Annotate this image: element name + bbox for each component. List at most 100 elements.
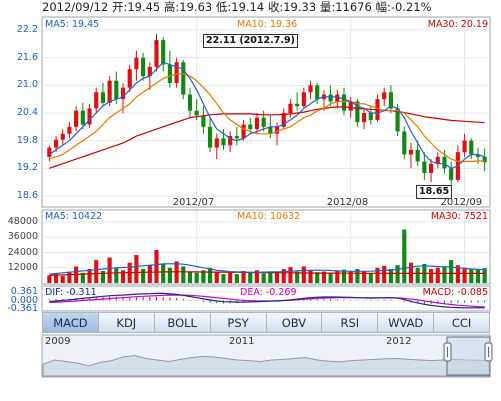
macd-y-tick: -0.361 xyxy=(7,303,38,314)
volume-bar xyxy=(475,269,481,283)
macd-value-label: MACD: -0.085 xyxy=(422,287,488,298)
quote-date: 2012/09/12 xyxy=(42,0,109,14)
volume-bar xyxy=(134,255,139,283)
high-value: 19.63 xyxy=(179,0,213,14)
volume-bar xyxy=(107,257,112,283)
price-y-tick: 18.6 xyxy=(16,190,38,201)
candle-body xyxy=(355,101,360,123)
candle-body xyxy=(268,126,273,134)
volume-bar xyxy=(335,270,340,283)
open-value: 19.45 xyxy=(127,0,161,14)
volume-bar xyxy=(187,271,193,283)
volume-bar xyxy=(355,269,360,283)
volume-bar xyxy=(234,274,239,283)
change-value: -0.21% xyxy=(390,0,432,14)
quote-summary-bar: 2012/09/12 开:19.45 高:19.63 低:19.14 收:19.… xyxy=(42,0,432,15)
close-value: 19.33 xyxy=(283,0,317,14)
volume-bar xyxy=(241,270,246,283)
candle-body xyxy=(194,110,199,116)
candle-body xyxy=(482,156,487,163)
candle-body xyxy=(449,168,454,180)
candle-body xyxy=(127,69,132,88)
navigator-area xyxy=(42,354,490,377)
tab-kdj[interactable]: KDJ xyxy=(98,312,155,333)
candle-body xyxy=(295,103,300,107)
volume-bar xyxy=(214,271,219,283)
candle-body xyxy=(368,113,373,120)
volume-y-tick: 12000 xyxy=(7,261,38,273)
volume-bar xyxy=(254,270,260,283)
volume-bar xyxy=(402,229,407,283)
volume-bar xyxy=(268,272,273,283)
volume-value: 11676 xyxy=(335,0,372,14)
volume-ma30-label: MA30: 7521 xyxy=(430,211,488,222)
candle-body xyxy=(328,94,333,102)
candle-body xyxy=(87,108,92,125)
price-x-tick: 2012/09 xyxy=(440,197,483,208)
volume-bar xyxy=(261,273,266,283)
candle-body xyxy=(475,154,481,157)
change-label: 幅: xyxy=(375,0,391,14)
candle-body xyxy=(120,87,126,100)
volume-bar xyxy=(482,268,487,283)
volume-bar xyxy=(154,249,159,283)
volume-y-tick: 24000 xyxy=(7,246,38,258)
candle-body xyxy=(281,113,286,127)
tab-wvad[interactable]: WVAD xyxy=(378,312,435,333)
price-ma10-label: MA10: 19.36 xyxy=(237,19,298,30)
low-annotation: 18.65 xyxy=(416,185,453,199)
macd-dea-label: DEA: -0.269 xyxy=(240,287,297,298)
candle-body xyxy=(94,92,99,109)
open-label: 开: xyxy=(111,0,128,14)
candle-body xyxy=(161,40,166,65)
candle-body xyxy=(67,126,72,134)
volume-bar xyxy=(194,272,199,283)
candle-body xyxy=(462,140,467,153)
volume-bar xyxy=(147,265,152,283)
candle-body xyxy=(114,80,119,100)
volume-bar xyxy=(428,269,434,283)
candle-body xyxy=(388,92,393,109)
dif-line xyxy=(49,292,485,309)
candle-body xyxy=(395,108,400,132)
candle-body xyxy=(100,92,106,103)
price-y-tick: 21.0 xyxy=(16,79,38,91)
tab-macd[interactable]: MACD xyxy=(42,312,99,333)
candle-body xyxy=(254,117,260,130)
low-value: 19.14 xyxy=(231,0,265,14)
volume-bar xyxy=(315,272,320,283)
candle-body xyxy=(107,80,112,103)
volume-bar xyxy=(375,267,380,283)
volume-bar xyxy=(368,272,373,283)
candle-body xyxy=(154,40,159,67)
volume-bar xyxy=(100,270,106,283)
candle-body xyxy=(435,156,440,164)
volume-bar xyxy=(274,271,280,283)
tab-obv[interactable]: OBV xyxy=(266,312,323,333)
candle-body xyxy=(241,124,246,139)
candle-body xyxy=(141,57,146,77)
tab-psy[interactable]: PSY xyxy=(210,312,267,333)
candle-body xyxy=(228,136,233,146)
navigator-selection[interactable] xyxy=(446,336,491,376)
volume-bar xyxy=(435,267,440,283)
candle-body xyxy=(234,136,239,139)
volume-bar xyxy=(442,266,447,283)
volume-bar xyxy=(161,263,166,283)
tab-boll[interactable]: BOLL xyxy=(154,312,211,333)
candle-body xyxy=(315,85,320,100)
volume-bar xyxy=(201,270,206,283)
price-y-tick: 21.6 xyxy=(16,51,38,63)
tab-rsi[interactable]: RSI xyxy=(322,312,379,333)
ma30-line xyxy=(49,106,485,169)
close-label: 收: xyxy=(267,0,284,14)
candle-body xyxy=(174,62,179,84)
candle-body xyxy=(134,57,139,70)
tab-cci[interactable]: CCI xyxy=(434,312,490,333)
volume-bar xyxy=(87,269,92,283)
volume-series xyxy=(47,229,487,283)
candle-body xyxy=(335,94,340,102)
volume-ma5-label: MA5: 10422 xyxy=(45,211,103,222)
macd-y-tick: 0.361 xyxy=(10,286,38,297)
